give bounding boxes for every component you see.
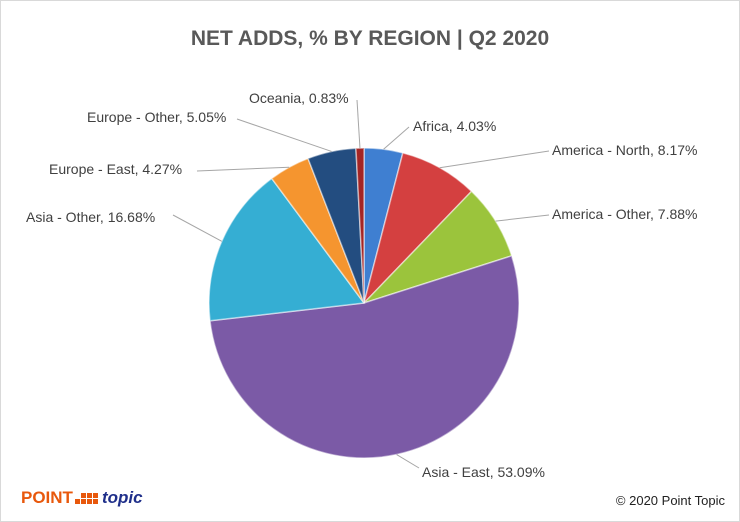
data-label: Asia - Other, 16.68% [26, 209, 155, 225]
leader-line [495, 214, 550, 222]
data-label: Europe - East, 4.27% [49, 161, 182, 177]
data-label: Asia - East, 53.09% [422, 464, 545, 480]
pie-slice-asia-other [208, 177, 366, 322]
leader-line [396, 454, 420, 469]
leader-line [236, 118, 332, 152]
pie-slice-oceania [355, 147, 365, 304]
logo-text: POINT [21, 488, 73, 507]
data-label: America - North, 8.17% [552, 142, 698, 158]
copyright: © 2020 Point Topic [615, 493, 725, 508]
logo-text-topic: topic [101, 488, 143, 507]
leader-line [356, 99, 361, 149]
chart-title: NET ADDS, % BY REGION | Q2 2020 [190, 27, 550, 50]
pie-slice-asia-east [209, 254, 520, 459]
leader-line [383, 126, 410, 150]
leader-line [439, 150, 550, 169]
logo-squares-icon [74, 492, 98, 504]
data-label: America - Other, 7.88% [552, 206, 698, 222]
leader-line [172, 214, 223, 242]
data-label: Europe - Other, 5.05% [87, 109, 226, 125]
data-label: Africa, 4.03% [413, 118, 496, 134]
leader-line [196, 166, 290, 172]
data-label: Oceania, 0.83% [249, 90, 349, 106]
point-topic-logo: POINT topic [21, 488, 143, 508]
